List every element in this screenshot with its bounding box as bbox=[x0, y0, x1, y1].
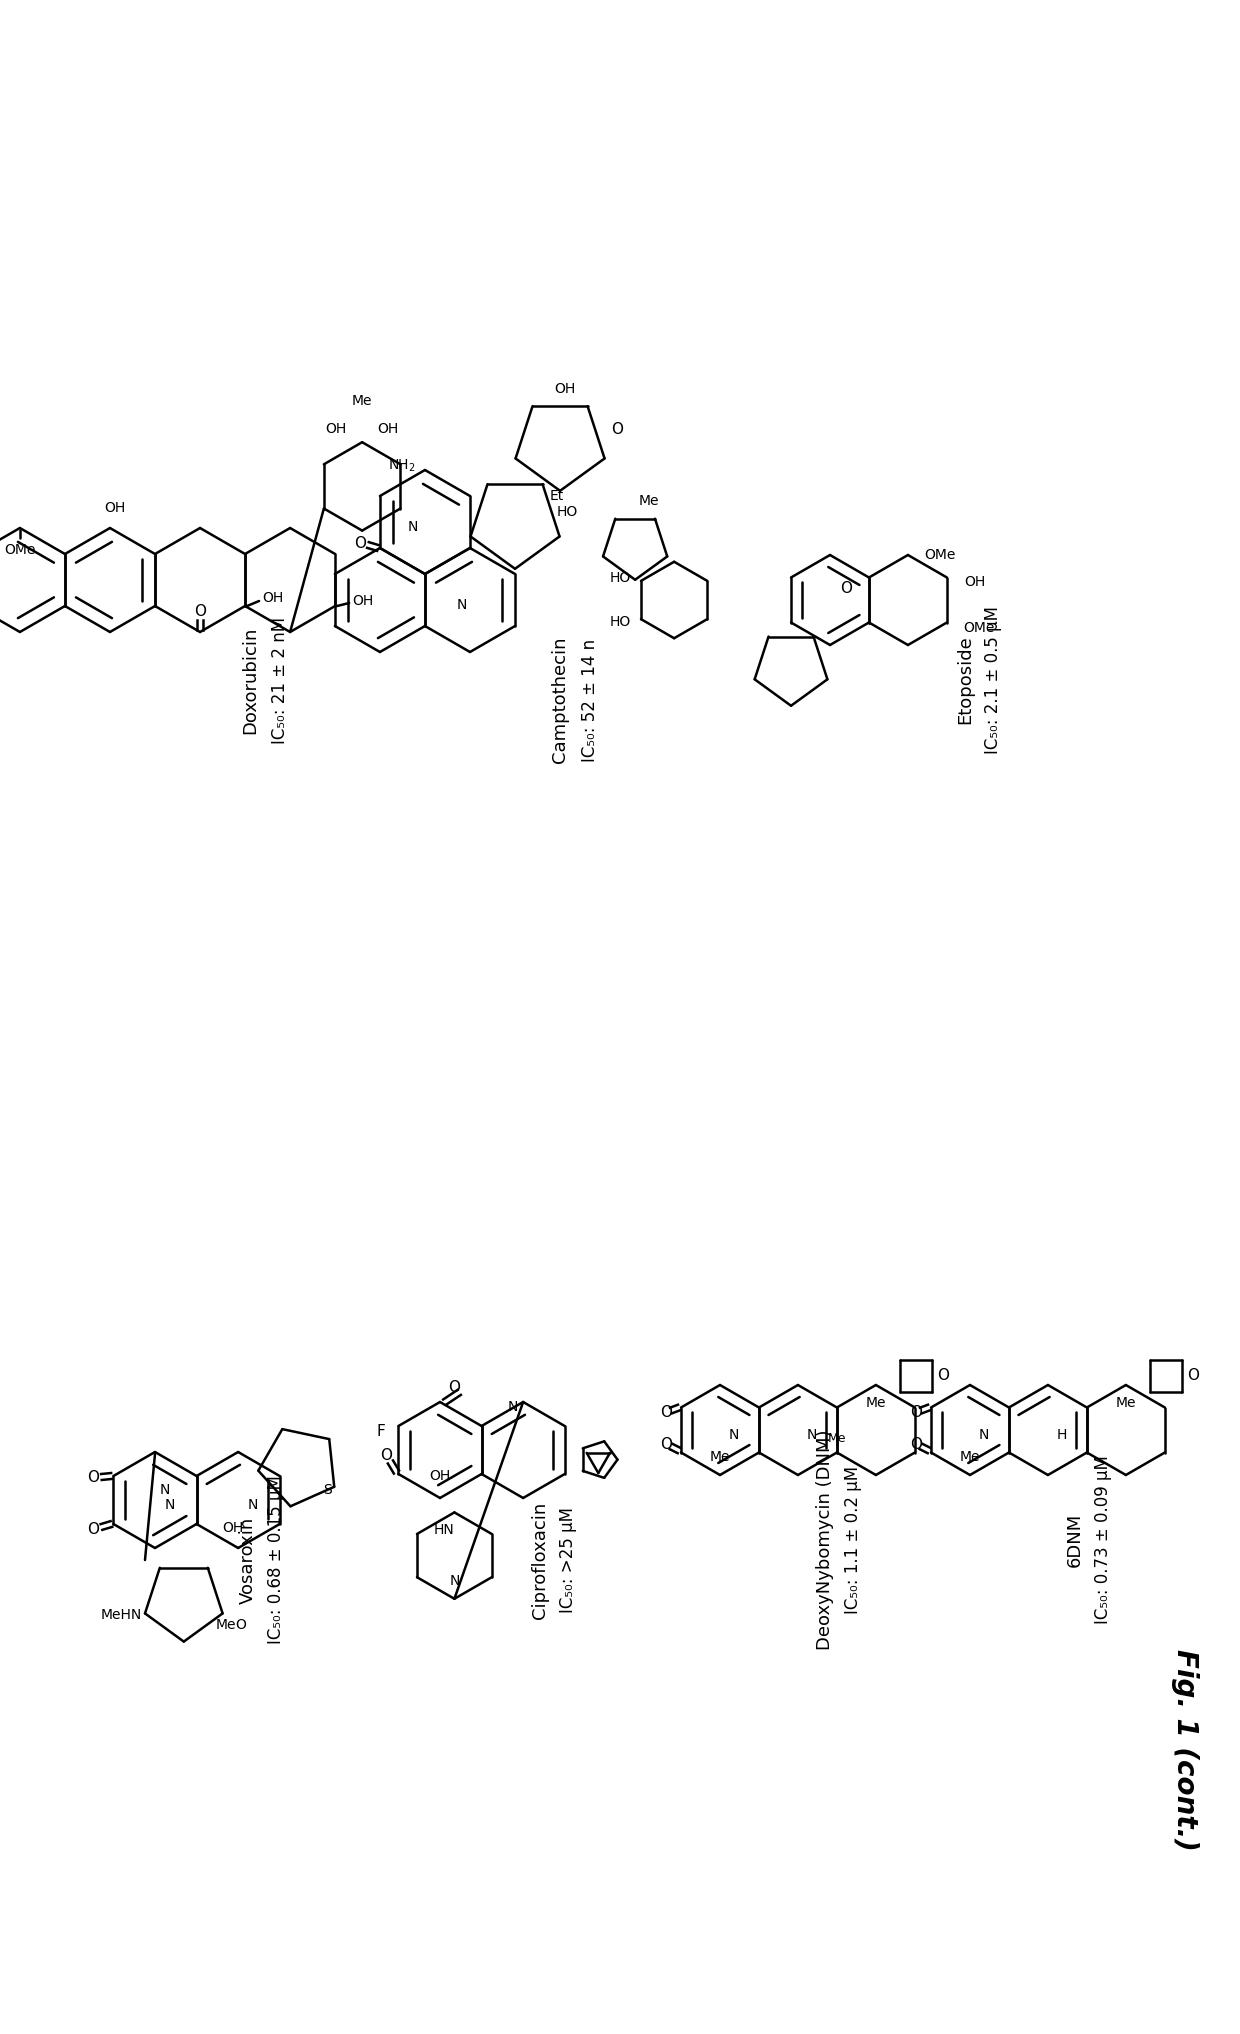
Text: Camptothecin: Camptothecin bbox=[551, 637, 569, 763]
Text: OMe: OMe bbox=[4, 543, 36, 557]
Text: O: O bbox=[353, 535, 366, 551]
Text: N: N bbox=[456, 598, 467, 612]
Text: IC₅₀: 52 ± 14 n: IC₅₀: 52 ± 14 n bbox=[582, 639, 599, 761]
Text: N: N bbox=[728, 1428, 739, 1442]
Text: 6DNM: 6DNM bbox=[1066, 1513, 1084, 1566]
Text: Me: Me bbox=[827, 1432, 846, 1444]
Text: S: S bbox=[324, 1483, 332, 1497]
Text: Et: Et bbox=[549, 488, 564, 502]
Text: OH: OH bbox=[429, 1469, 450, 1483]
Text: IC₅₀: 2.1 ± 0.5 μM: IC₅₀: 2.1 ± 0.5 μM bbox=[985, 606, 1002, 755]
Text: HO: HO bbox=[610, 570, 631, 584]
Text: Etoposide: Etoposide bbox=[956, 635, 973, 724]
Text: O: O bbox=[910, 1436, 923, 1452]
Text: IC₅₀: >25 μM: IC₅₀: >25 μM bbox=[559, 1507, 577, 1613]
Text: OH: OH bbox=[222, 1521, 244, 1536]
Text: Me: Me bbox=[866, 1395, 887, 1410]
Text: OH: OH bbox=[965, 576, 986, 590]
Text: N: N bbox=[978, 1428, 988, 1442]
Text: OH: OH bbox=[263, 592, 284, 604]
Text: Me: Me bbox=[352, 395, 372, 407]
Text: N: N bbox=[408, 521, 418, 535]
Text: HO: HO bbox=[610, 616, 631, 629]
Text: HN: HN bbox=[434, 1523, 455, 1538]
Text: N: N bbox=[160, 1483, 170, 1497]
Text: O: O bbox=[381, 1448, 392, 1464]
Text: N: N bbox=[508, 1399, 518, 1414]
Text: O: O bbox=[660, 1436, 672, 1452]
Text: O: O bbox=[611, 421, 622, 437]
Text: OH: OH bbox=[326, 423, 347, 435]
Text: DeoxyNybomycin (DNM): DeoxyNybomycin (DNM) bbox=[816, 1430, 835, 1650]
Text: Me: Me bbox=[709, 1450, 730, 1464]
Text: IC₅₀: 0.68 ± 0.15 μM: IC₅₀: 0.68 ± 0.15 μM bbox=[267, 1475, 285, 1643]
Text: Me: Me bbox=[1116, 1395, 1136, 1410]
Text: NH$_2$: NH$_2$ bbox=[388, 458, 415, 474]
Text: N: N bbox=[164, 1497, 175, 1511]
Text: IC₅₀: 1.1 ± 0.2 μM: IC₅₀: 1.1 ± 0.2 μM bbox=[844, 1467, 862, 1615]
Text: O: O bbox=[841, 582, 853, 596]
Text: F: F bbox=[376, 1424, 384, 1438]
Text: Me: Me bbox=[639, 494, 658, 508]
Text: O: O bbox=[660, 1405, 672, 1420]
Text: OH: OH bbox=[377, 423, 399, 435]
Text: N: N bbox=[449, 1574, 460, 1589]
Text: O: O bbox=[88, 1521, 99, 1536]
Text: O: O bbox=[1188, 1369, 1199, 1383]
Text: H: H bbox=[1056, 1428, 1066, 1442]
Text: Doxorubicin: Doxorubicin bbox=[241, 626, 259, 734]
Text: Fig. 1 (cont.): Fig. 1 (cont.) bbox=[1171, 1650, 1199, 1851]
Text: OMe: OMe bbox=[924, 547, 956, 561]
Text: Me: Me bbox=[960, 1450, 981, 1464]
Text: HO: HO bbox=[557, 504, 578, 519]
Text: O: O bbox=[910, 1405, 923, 1420]
Text: MeHN: MeHN bbox=[100, 1609, 143, 1623]
Text: O: O bbox=[449, 1381, 460, 1395]
Text: N: N bbox=[247, 1497, 258, 1511]
Text: O: O bbox=[88, 1471, 99, 1485]
Text: Vosaroxin: Vosaroxin bbox=[239, 1517, 257, 1603]
Text: O: O bbox=[193, 604, 206, 620]
Text: OH: OH bbox=[554, 382, 575, 397]
Text: IC₅₀: 21 ± 2 nM: IC₅₀: 21 ± 2 nM bbox=[272, 616, 289, 744]
Text: OH: OH bbox=[352, 594, 373, 608]
Text: Ciprofloxacin: Ciprofloxacin bbox=[531, 1501, 549, 1619]
Text: Me$\mathregular{O}$: Me$\mathregular{O}$ bbox=[216, 1617, 248, 1631]
Text: IC₅₀: 0.73 ± 0.09 μM: IC₅₀: 0.73 ± 0.09 μM bbox=[1094, 1456, 1112, 1625]
Text: N: N bbox=[806, 1428, 817, 1442]
Text: OH: OH bbox=[104, 500, 125, 515]
Text: OMe: OMe bbox=[963, 620, 994, 635]
Text: O: O bbox=[937, 1369, 950, 1383]
